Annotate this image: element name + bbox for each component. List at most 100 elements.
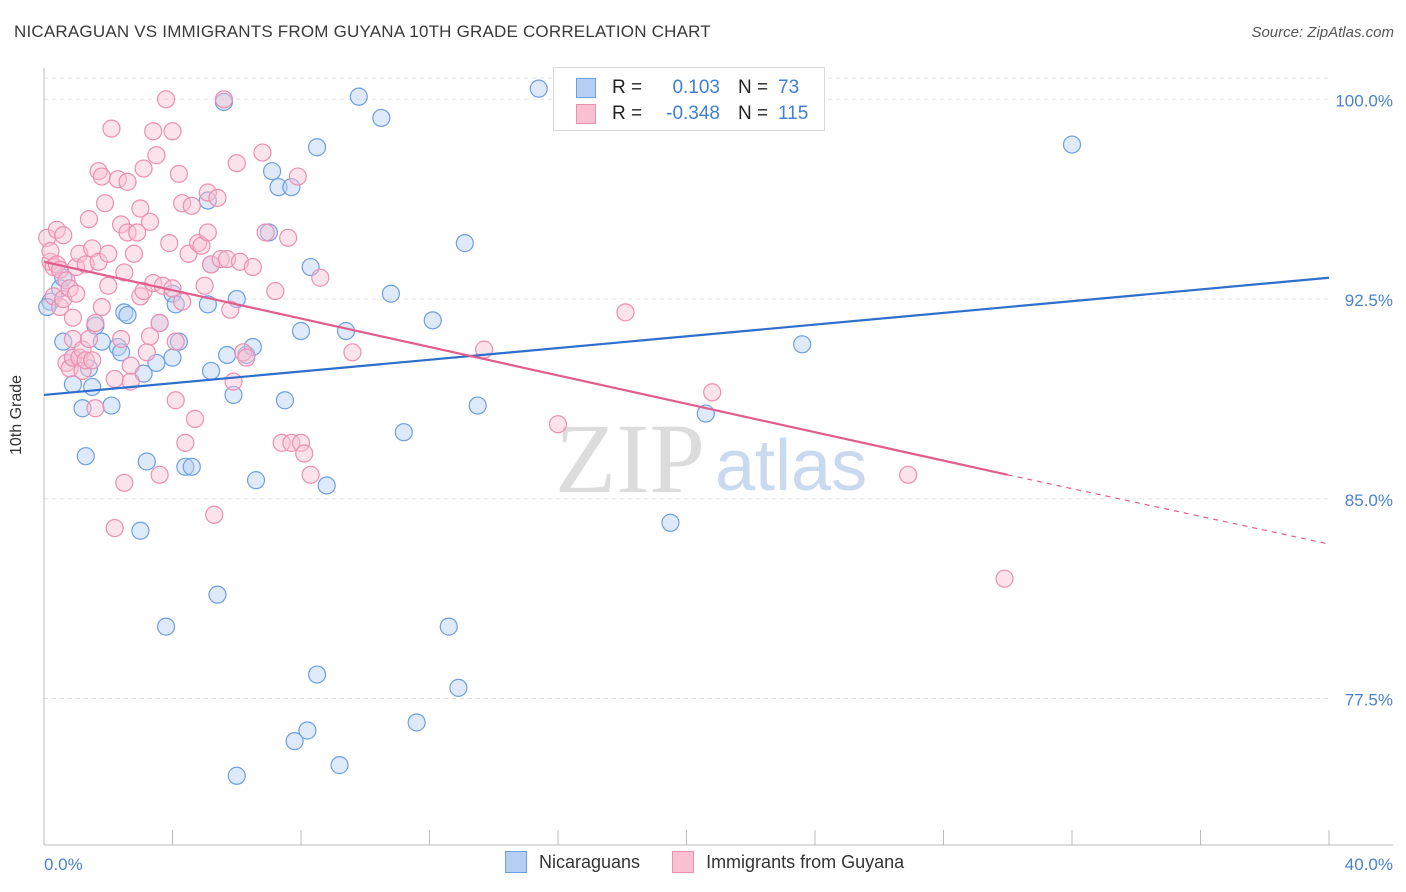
data-point-nicaraguan [793, 335, 812, 354]
data-point-nicaraguan [449, 678, 468, 697]
data-point-guyana [115, 473, 134, 492]
data-point-guyana [86, 313, 105, 333]
data-point-guyana [102, 119, 121, 138]
data-point-guyana [83, 351, 102, 370]
data-point-nicaraguan [407, 713, 426, 732]
data-point-nicaraguan [83, 377, 102, 397]
data-point-guyana [169, 164, 189, 183]
tick-labels: 77.5% 85.0% 92.5% 100.0% 0.0% 40.0% [44, 91, 1393, 874]
data-point-nicaraguan [224, 385, 243, 405]
data-point-guyana [118, 172, 137, 191]
data-point-guyana [150, 313, 169, 333]
data-point-nicaraguan [529, 79, 548, 98]
data-point-nicaraguan [198, 295, 217, 314]
y-tick-label: 92.5% [1345, 291, 1393, 310]
data-point-nicaraguan [137, 452, 156, 471]
trend-line-nicaraguans [43, 276, 1330, 397]
data-point-guyana [295, 444, 314, 463]
data-point-nicaraguan [118, 305, 137, 325]
data-point-guyana [166, 332, 185, 351]
data-point-nicaraguan [73, 399, 92, 418]
data-point-guyana [201, 255, 221, 274]
data-point-nicaraguan [291, 321, 311, 341]
data-point-guyana [616, 303, 635, 322]
data-point-guyana [214, 90, 233, 109]
data-point-guyana [995, 569, 1014, 588]
data-point-nicaraguan [76, 447, 95, 466]
data-point-nicaraguan [423, 311, 442, 330]
data-point-guyana [95, 194, 115, 213]
bottom-legend-nicaraguans: Nicaraguans [505, 851, 640, 873]
data-point-nicaraguan [176, 457, 195, 476]
data-point-guyana [195, 276, 214, 295]
data-point-guyana [253, 143, 272, 162]
data-point-guyana [221, 300, 240, 319]
data-point-guyana [124, 244, 144, 263]
data-point-guyana [63, 308, 83, 327]
trend-line-guyana-extrapolated [1007, 474, 1330, 545]
data-point-guyana [89, 162, 108, 181]
data-point-guyana [111, 329, 131, 349]
chart-title: NICARAGUAN VS IMMIGRANTS FROM GUYANA 10T… [14, 22, 711, 41]
data-point-nicaraguan [269, 178, 288, 197]
data-point-nicaraguan [394, 423, 413, 442]
legend-box: R = 0.103 N = 73 R = -0.348 N = 115 [553, 67, 825, 131]
data-point-nicaraguan [317, 476, 336, 495]
data-point-guyana [166, 391, 185, 410]
data-point-guyana [140, 327, 160, 346]
legend-n-label: N = [738, 77, 769, 98]
data-point-nicaraguan [131, 521, 150, 540]
data-point-guyana [92, 167, 111, 186]
data-point-guyana [899, 465, 918, 484]
legend-r-label: R = [612, 77, 643, 98]
data-point-guyana [163, 122, 182, 141]
data-point-nicaraguan [439, 617, 458, 636]
data-point-guyana [208, 188, 227, 207]
series-guyana [38, 90, 1014, 588]
data-point-guyana [144, 122, 163, 141]
data-point-guyana [99, 276, 118, 295]
data-point-guyana [266, 281, 285, 301]
data-point-guyana [182, 196, 201, 215]
data-point-nicaraguan [201, 361, 221, 381]
bottom-legend-swatch-blue [505, 851, 527, 873]
data-point-guyana [301, 465, 320, 484]
data-point-guyana [115, 263, 134, 282]
data-point-nicaraguan [298, 721, 317, 740]
data-point-guyana [128, 223, 147, 242]
data-point-guyana [150, 465, 169, 484]
data-point-guyana [86, 399, 105, 418]
bottom-legend-guyana: Immigrants from Guyana [672, 851, 904, 873]
data-point-guyana [279, 228, 298, 247]
data-point-nicaraguan [372, 108, 391, 128]
data-point-nicaraguan [38, 297, 57, 317]
data-point-guyana [54, 226, 73, 245]
data-point-guyana [548, 415, 568, 434]
data-point-guyana [282, 433, 301, 452]
watermark-zip: ZIP [555, 403, 705, 514]
data-point-nicaraguan [307, 665, 327, 684]
bottom-legend: Nicaraguans Immigrants from Guyana [505, 851, 936, 873]
data-point-guyana [256, 223, 275, 242]
data-point-nicaraguan [243, 337, 262, 357]
watermark-atlas: atlas [715, 426, 867, 506]
y-tick-label: 85.0% [1345, 491, 1393, 510]
source-note: Source: ZipAtlas.com [1251, 24, 1394, 41]
legend-swatch-pink [576, 104, 596, 124]
data-point-guyana [92, 297, 111, 317]
bottom-legend-label: Nicaraguans [539, 851, 641, 872]
data-point-guyana [211, 249, 230, 269]
data-point-guyana [99, 244, 118, 263]
y-tick-label: 100.0% [1335, 91, 1393, 110]
data-point-nicaraguan [381, 284, 401, 303]
data-point-nicaraguan [336, 321, 356, 341]
data-point-nicaraguan [156, 617, 176, 636]
data-point-guyana [131, 199, 150, 218]
legend-row-nicaraguans: R = 0.103 N = 73 [576, 76, 799, 100]
data-point-nicaraguan [262, 162, 282, 181]
data-point-guyana [176, 433, 195, 452]
data-point-nicaraguan [307, 138, 327, 157]
data-point-nicaraguan [661, 513, 680, 532]
data-point-guyana [227, 154, 246, 173]
